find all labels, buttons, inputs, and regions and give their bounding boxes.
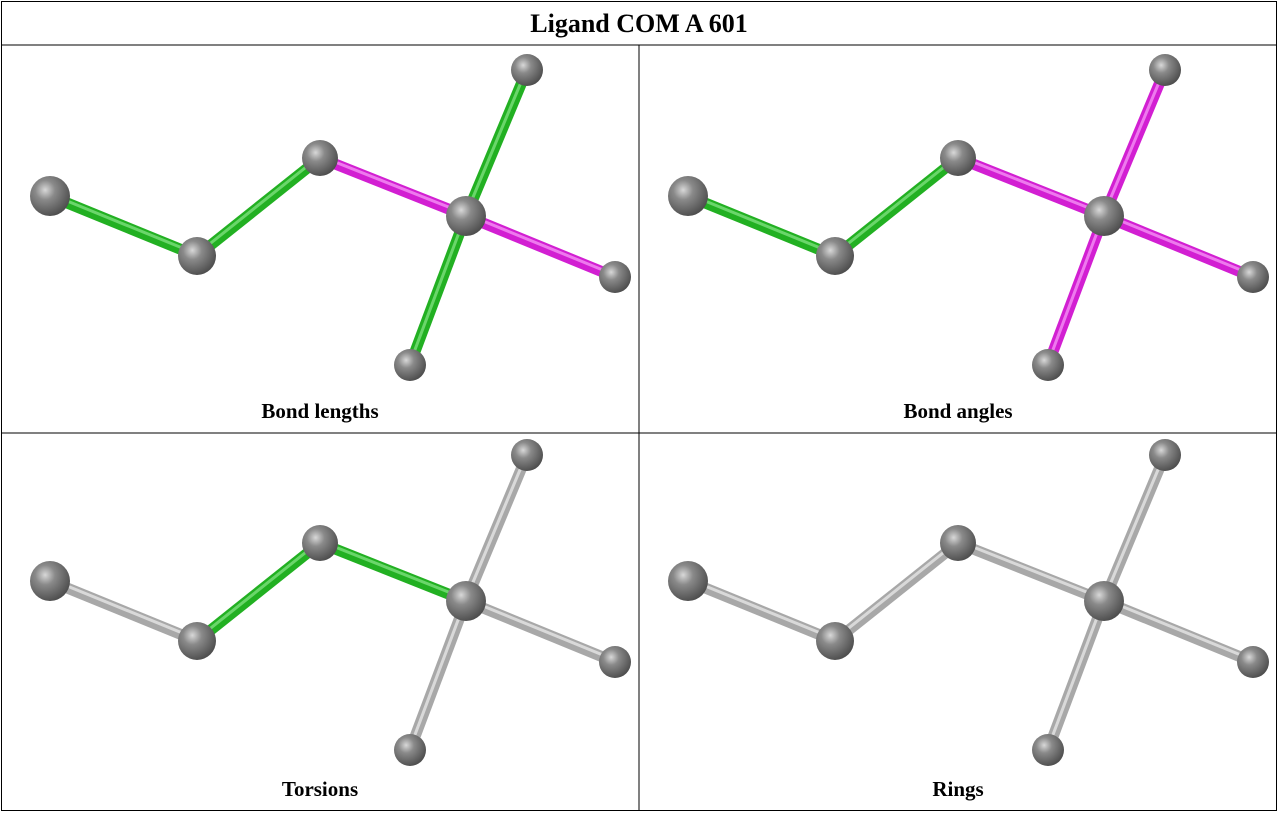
atom [30,561,70,601]
bond [466,216,615,277]
bond-highlight [835,541,958,639]
atom [178,237,216,275]
bond [1104,216,1253,277]
atom [394,734,426,766]
atom [816,622,854,660]
atom [178,622,216,660]
atom [446,196,486,236]
bond [50,581,197,641]
panel-caption: Bond angles [903,399,1012,423]
bond-highlight [466,453,527,599]
panel-caption: Rings [932,777,983,801]
atom [816,237,854,275]
bond-highlight [1104,214,1253,275]
bond [835,543,958,641]
bond-highlight [410,214,466,363]
atom [446,581,486,621]
panel-caption: Torsions [282,777,358,801]
bond-highlight [466,599,615,660]
bond-highlight [197,541,320,639]
atom [1149,439,1181,471]
figure-title: Ligand COM A 601 [530,9,747,38]
panels: Bond lengths Bond angles Torsions Rings [30,54,1269,801]
bond-highlight [958,541,1104,599]
bond-highlight [688,194,835,254]
atom [1084,196,1124,236]
bond-highlight [320,541,466,599]
bond-highlight [466,214,615,275]
atom [1032,734,1064,766]
bond [688,196,835,256]
bond-highlight [1104,599,1253,660]
atom [1032,349,1064,381]
figure: Ligand COM A 601 Bond lengths Bond angles… [0,0,1278,812]
atom [599,261,631,293]
bond [1104,601,1253,662]
bond-highlight [50,194,197,254]
bond [958,543,1104,601]
atom [511,54,543,86]
molecule-panel: Bond lengths [30,54,631,423]
bond-highlight [1104,68,1165,214]
atom [1084,581,1124,621]
atom [599,646,631,678]
atom [302,525,338,561]
bond-highlight [1104,453,1165,599]
bond-highlight [958,156,1104,214]
bond [197,158,320,256]
bond-highlight [1048,214,1104,363]
atom [511,439,543,471]
bond [958,158,1104,216]
bond [197,543,320,641]
atom [302,140,338,176]
bond-highlight [835,156,958,254]
atom [1237,646,1269,678]
molecule-panel: Rings [668,439,1269,801]
bond [320,543,466,601]
atom [394,349,426,381]
bond-highlight [320,156,466,214]
bond-highlight [410,599,466,748]
atom [940,525,976,561]
molecule-panel: Torsions [30,439,631,801]
bond-highlight [50,579,197,639]
atom [30,176,70,216]
bond-highlight [688,579,835,639]
bond [688,581,835,641]
atom [668,561,708,601]
bond-highlight [466,68,527,214]
atom [940,140,976,176]
bond [320,158,466,216]
bond [50,196,197,256]
bond [835,158,958,256]
atom [668,176,708,216]
molecule-panel: Bond angles [668,54,1269,423]
panel-caption: Bond lengths [261,399,378,423]
bond-highlight [1048,599,1104,748]
page: Ligand COM A 601 Bond lengths Bond angles… [0,0,1278,812]
bond [466,601,615,662]
atom [1237,261,1269,293]
atom [1149,54,1181,86]
bond-highlight [197,156,320,254]
